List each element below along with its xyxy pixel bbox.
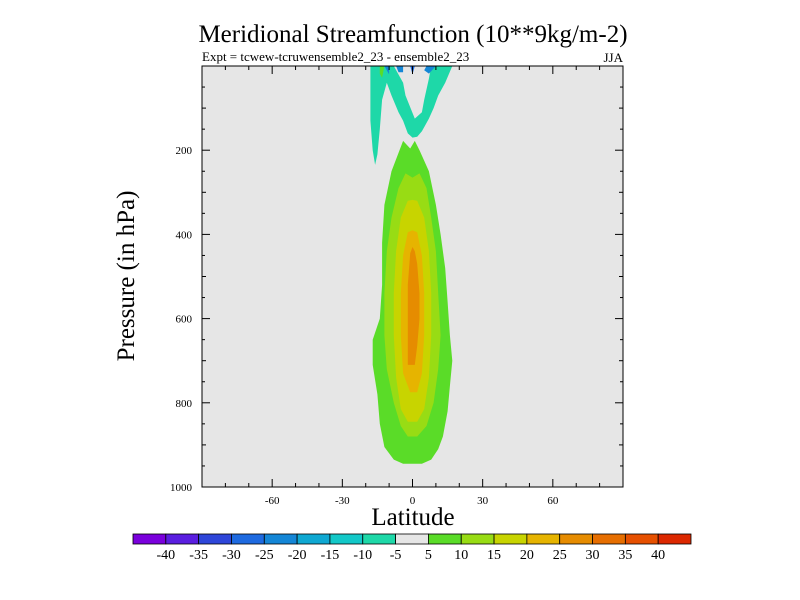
x-axis-label: Latitude <box>371 504 454 531</box>
colorbar-label: -15 <box>321 548 340 563</box>
chart-title: Meridional Streamfunction (10**9kg/m-2) <box>198 21 627 48</box>
contour-region--10 <box>384 66 390 75</box>
colorbar: -40 -35 -30 -25 -20 -15 -10 -5 5 10 15 20 25 30 35 40 <box>132 533 692 563</box>
colorbar-label: 30 <box>586 548 600 563</box>
contour-layer <box>370 66 453 464</box>
colorbar-box <box>559 533 593 545</box>
colorbar-box <box>296 533 331 545</box>
colorbar-box <box>329 533 364 545</box>
colorbar-box <box>493 533 528 545</box>
chart-subtitle-right: JJA <box>603 50 623 65</box>
y-tick-label: 600 <box>176 314 193 326</box>
colorbar-label: -20 <box>288 548 307 563</box>
colorbar-box <box>395 533 429 545</box>
colorbar-box <box>263 533 298 545</box>
chart-subtitle-left: Expt = tcwew-tcruwensemble2_23 - ensembl… <box>202 49 469 64</box>
colorbar-label: 35 <box>618 548 632 563</box>
colorbar-label: 10 <box>454 548 468 563</box>
x-tick-label: 30 <box>477 495 489 507</box>
x-tick-label: -30 <box>335 495 350 507</box>
y-tick-label: 200 <box>176 145 193 157</box>
colorbar-box <box>198 533 232 545</box>
x-axis: -60 -30 0 30 60 <box>201 66 624 507</box>
colorbar-box <box>132 533 167 545</box>
colorbar-box <box>526 533 561 545</box>
colorbar-box <box>362 533 396 545</box>
colorbar-label: -30 <box>222 548 241 563</box>
colorbar-box <box>165 533 200 545</box>
colorbar-box <box>460 533 495 545</box>
x-tick-label: -60 <box>265 495 280 507</box>
colorbar-box <box>231 533 265 545</box>
colorbar-label: -40 <box>156 548 175 563</box>
y-tick-label: 800 <box>176 398 193 410</box>
colorbar-label: 15 <box>487 548 501 563</box>
contour-region--10 <box>424 66 436 74</box>
colorbar-box <box>592 533 626 545</box>
colorbar-label: -35 <box>189 548 208 563</box>
colorbar-label: -25 <box>255 548 274 563</box>
y-tick-label: 400 <box>176 229 193 241</box>
colorbar-label: -5 <box>390 548 402 563</box>
y-axis-label: Pressure (in hPa) <box>113 191 140 362</box>
colorbar-label: 20 <box>520 548 534 563</box>
colorbar-box <box>624 533 659 545</box>
contour-region--10 <box>396 66 404 73</box>
colorbar-label: 25 <box>553 548 567 563</box>
colorbar-box <box>657 533 692 545</box>
x-tick-label: 60 <box>547 495 559 507</box>
contour-region-5 <box>379 66 385 78</box>
colorbar-label: -10 <box>353 548 372 563</box>
colorbar-box <box>428 533 462 545</box>
y-tick-label: 1000 <box>170 482 193 494</box>
contour-region-25 <box>407 247 420 365</box>
x-tick-label: 0 <box>410 495 416 507</box>
colorbar-label: 40 <box>651 548 665 563</box>
contour-region--5 <box>370 66 453 165</box>
y-axis: 200 400 600 800 1000 <box>170 86 623 494</box>
colorbar-label: 5 <box>425 548 432 563</box>
